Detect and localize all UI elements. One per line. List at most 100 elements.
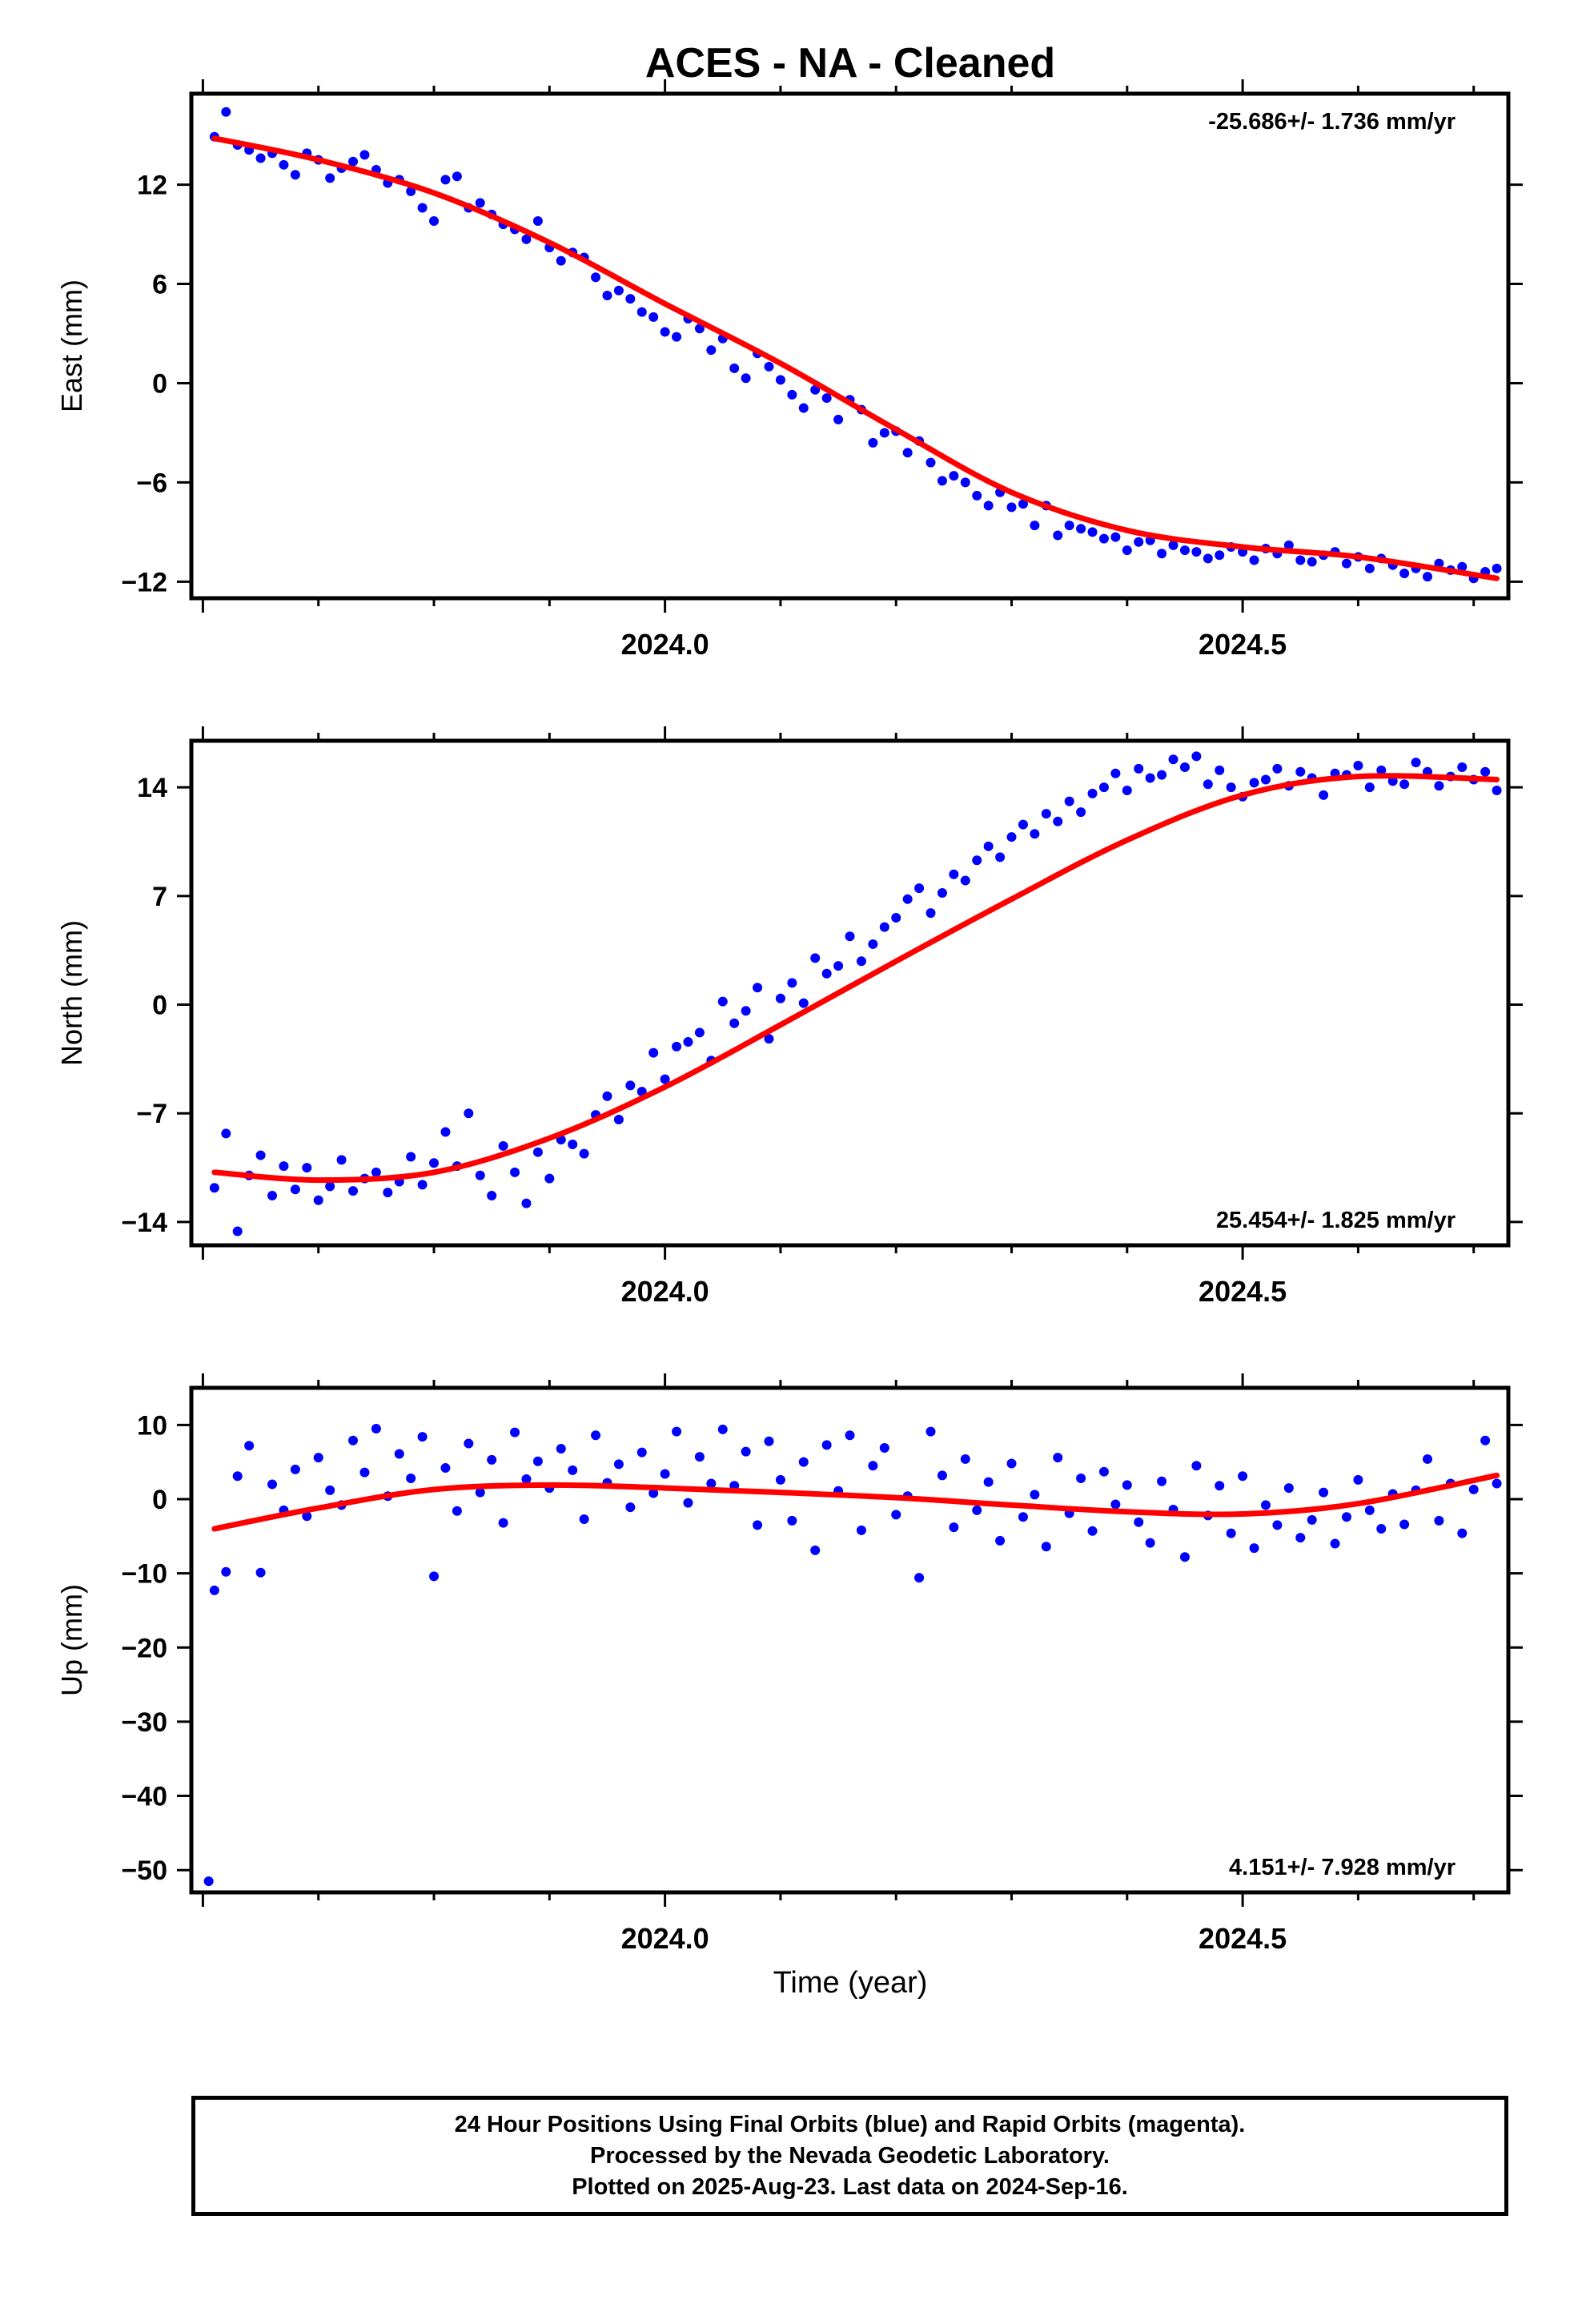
data-point <box>960 1454 970 1464</box>
data-point <box>203 1876 214 1887</box>
data-point <box>694 324 705 334</box>
data-point <box>1492 1478 1502 1489</box>
data-point <box>1110 1499 1121 1510</box>
data-point <box>1376 1524 1387 1534</box>
data-point <box>787 1515 797 1526</box>
data-point <box>983 1477 994 1487</box>
data-point <box>787 389 797 400</box>
data-point <box>417 203 428 213</box>
data-point <box>764 361 774 372</box>
data-point <box>1087 1526 1098 1536</box>
x-axis-label: Time (year) <box>773 1966 928 2000</box>
panel-north: 14 7 0 −7 −14 2024.0 2024.5 North (mm) 25.454+/-… <box>55 726 1523 1308</box>
data-point <box>1307 557 1317 567</box>
data-point <box>440 1463 451 1474</box>
data-point <box>475 198 485 208</box>
data-point <box>717 1424 728 1434</box>
data-point <box>348 156 359 167</box>
y-tick-label: −20 <box>121 1633 167 1663</box>
data-point <box>1468 1484 1479 1494</box>
fit-curve <box>211 135 1500 581</box>
data-point <box>406 1152 416 1162</box>
data-point <box>1411 758 1421 768</box>
data-point <box>1364 563 1375 573</box>
data-point <box>1238 1471 1248 1482</box>
data-point <box>348 1186 359 1196</box>
data-point <box>440 1127 451 1137</box>
data-point <box>741 373 751 384</box>
data-point <box>775 1474 785 1485</box>
data-point <box>764 1034 774 1044</box>
data-point <box>914 883 925 894</box>
data-point <box>741 1446 751 1457</box>
data-point <box>1283 1483 1294 1494</box>
data-point <box>429 1158 440 1168</box>
data-point <box>798 403 809 413</box>
data-point <box>579 1514 589 1524</box>
data-point <box>1098 782 1109 793</box>
y-tick-label: −50 <box>121 1856 167 1886</box>
data-point <box>706 345 717 356</box>
y-tick-label: −14 <box>121 1208 167 1238</box>
data-point <box>1399 1519 1410 1530</box>
data-point <box>1353 1474 1363 1485</box>
panel-up: 10 0 −10 −20 −30 −40 −50 2024.0 2024.5 Up (mm) 4.1… <box>55 1373 1523 1955</box>
data-point <box>972 855 982 866</box>
data-point <box>648 1047 659 1058</box>
data-point <box>1457 561 1468 572</box>
y-tick-label: −30 <box>121 1707 167 1738</box>
data-point <box>879 428 889 438</box>
data-point <box>1203 553 1213 564</box>
data-point <box>475 1487 485 1498</box>
data-point <box>302 1163 312 1173</box>
data-point <box>1157 549 1167 559</box>
data-point <box>706 1478 717 1489</box>
data-point <box>1249 1543 1259 1554</box>
fit-curve <box>211 1472 1500 1532</box>
data-point <box>1249 778 1259 788</box>
data-point <box>891 912 901 923</box>
data-point <box>902 448 913 458</box>
y-tick-label: −10 <box>121 1559 167 1590</box>
data-point <box>336 1155 347 1165</box>
data-point <box>717 996 728 1007</box>
data-point <box>452 171 462 182</box>
x-tick-label: 2024.0 <box>621 1275 709 1308</box>
data-point <box>613 1459 624 1470</box>
data-point <box>325 173 335 183</box>
data-point <box>972 490 982 501</box>
data-point <box>1399 569 1410 579</box>
data-point <box>1203 779 1213 790</box>
y-tick-label: 14 <box>137 773 167 803</box>
y-axis-label: Up (mm) <box>55 1584 88 1696</box>
data-point <box>359 150 370 160</box>
data-point <box>1480 1435 1491 1445</box>
data-point <box>729 363 740 373</box>
data-point <box>845 1430 855 1441</box>
data-point <box>729 1018 740 1028</box>
data-point <box>960 477 970 488</box>
data-point <box>1110 532 1121 542</box>
data-point <box>568 1140 578 1149</box>
data-point <box>1168 754 1178 765</box>
x-tick-label: 2024.0 <box>621 628 709 661</box>
data-point <box>475 1170 485 1180</box>
data-point <box>279 1161 289 1172</box>
data-point <box>452 1506 462 1516</box>
data-point <box>1168 540 1178 550</box>
data-point <box>498 1140 508 1151</box>
data-point <box>1018 819 1028 830</box>
data-point <box>1006 1458 1017 1469</box>
data-point <box>856 1525 866 1535</box>
data-point <box>856 956 866 967</box>
y-tick-label: 10 <box>137 1410 167 1441</box>
data-point <box>937 476 947 486</box>
data-point <box>1134 763 1144 774</box>
data-point <box>429 1571 440 1582</box>
data-point <box>1179 762 1190 772</box>
data-point <box>417 1180 428 1190</box>
data-point <box>464 1108 474 1119</box>
data-point <box>625 1502 636 1513</box>
data-point <box>1145 773 1155 783</box>
